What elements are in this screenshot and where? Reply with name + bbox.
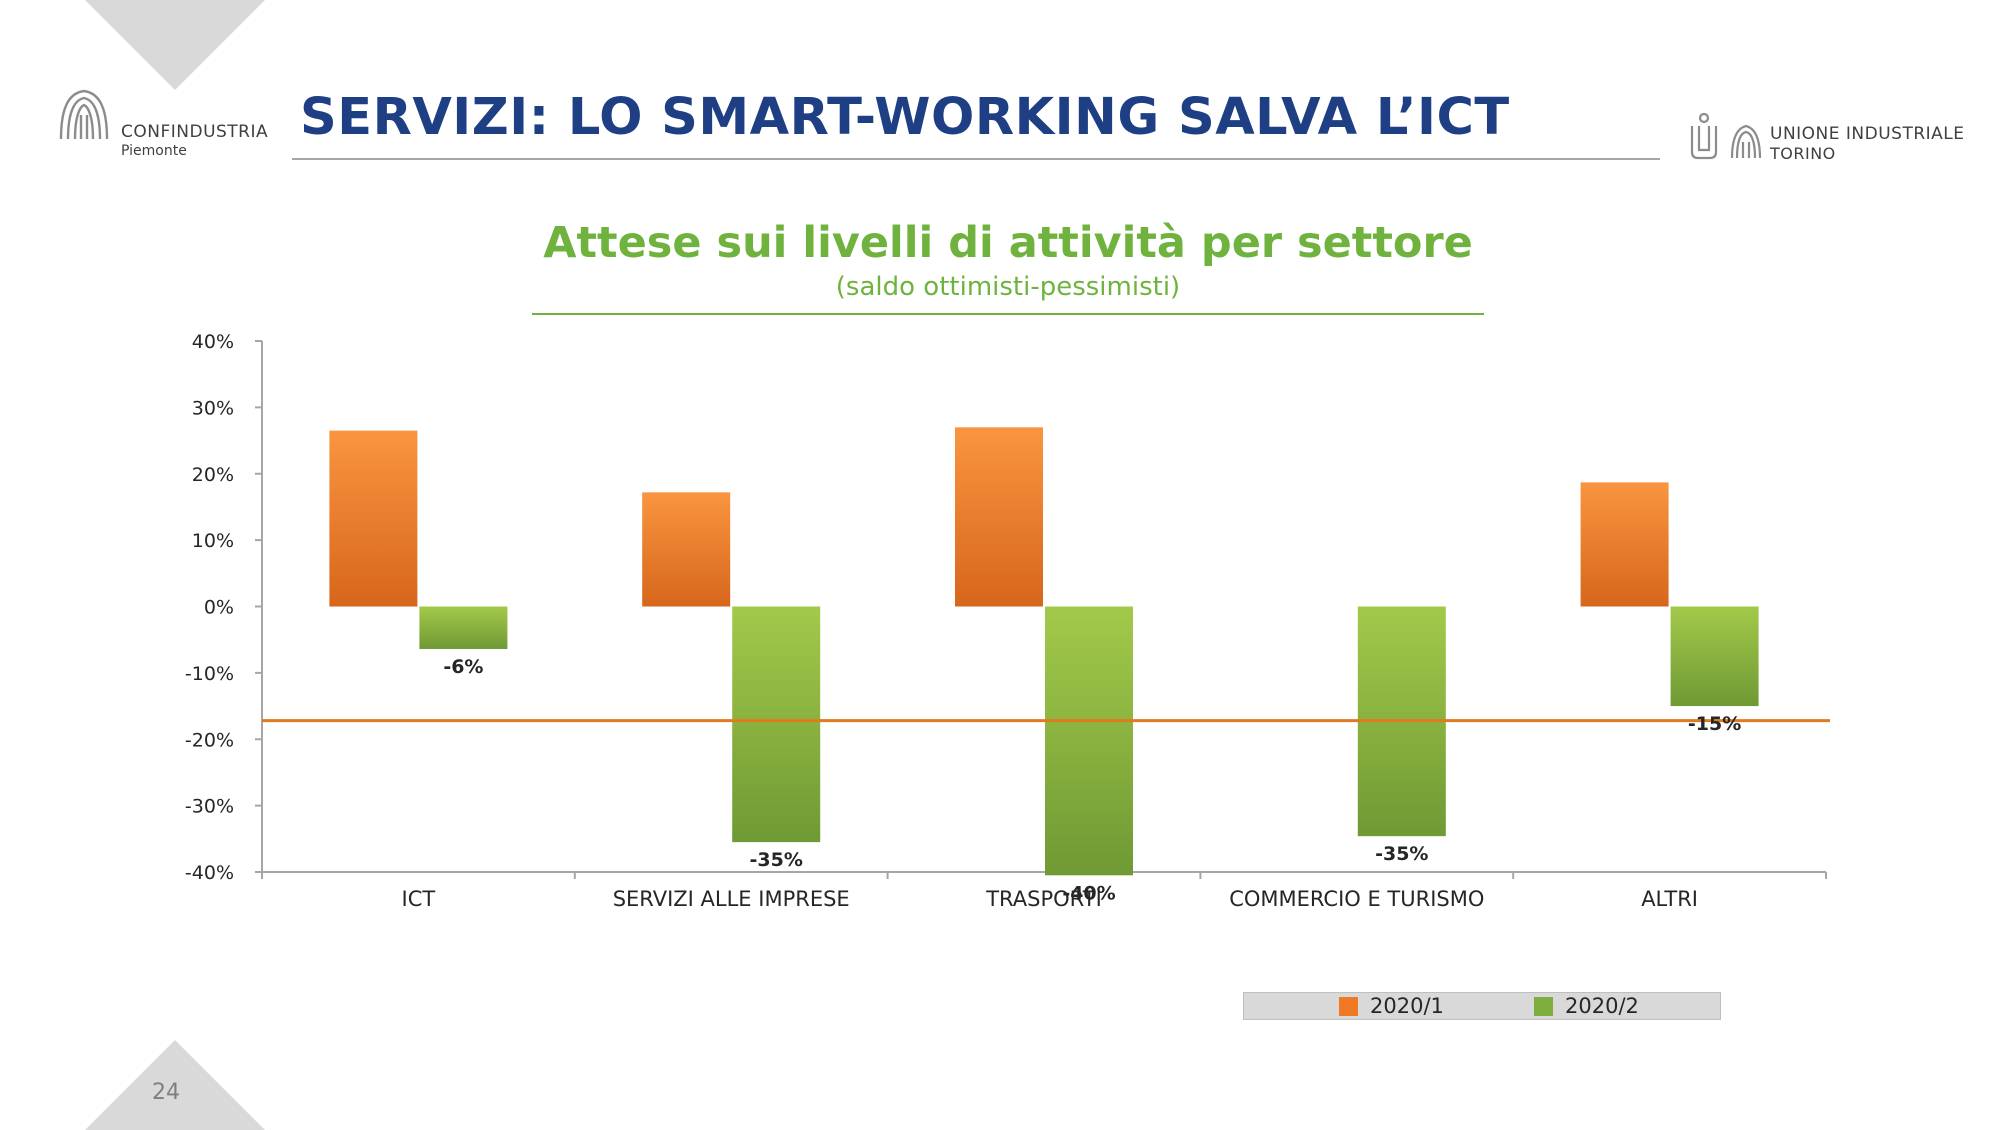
data-label: -35% (1375, 843, 1428, 865)
y-tick-label: 10% (192, 530, 234, 552)
chart-title: Attese sui livelli di attività per setto… (543, 218, 1473, 268)
chart-subtitle: (saldo ottimisti-pessimisti) (835, 272, 1181, 302)
corner-triangle-top (85, 0, 265, 90)
bar-series-2 (732, 606, 821, 843)
bar-series-1 (329, 430, 418, 607)
x-category-label: COMMERCIO E TURISMO (1229, 887, 1484, 911)
confindustria-emblem-icon (59, 89, 109, 140)
y-tick-label: 40% (192, 331, 234, 353)
legend-label-series-2: 2020/2 (1565, 994, 1639, 1018)
data-label: -40% (1062, 882, 1115, 904)
y-tick-label: 20% (192, 464, 234, 486)
corner-triangle-bottom (85, 1040, 265, 1130)
legend-item-series-2: 2020/2 (1534, 993, 1639, 1019)
y-tick-label: -10% (185, 663, 234, 685)
unione-industriale-emblem-icon (1690, 112, 1762, 160)
title-divider (292, 158, 1660, 160)
legend-item-series-1: 2020/1 (1339, 993, 1444, 1019)
x-category-label: ICT (402, 887, 436, 911)
confindustria-logo: CONFINDUSTRIA Piemonte (55, 85, 285, 165)
confindustria-logo-name: CONFINDUSTRIA (121, 122, 269, 142)
y-tick-label: -30% (185, 796, 234, 818)
y-tick-label: 30% (192, 397, 234, 419)
page-title: SERVIZI: LO SMART-WORKING SALVA L’ICT (300, 88, 1510, 147)
page-number: 24 (152, 1080, 180, 1105)
bar-series-2 (419, 606, 508, 649)
legend: 2020/1 2020/2 (1243, 992, 1721, 1020)
y-tick-label: 0% (204, 597, 234, 619)
y-tick-label: -40% (185, 862, 234, 884)
x-category-label: TRASPORTI (985, 887, 1102, 911)
x-category-label: SERVIZI ALLE IMPRESE (613, 887, 850, 911)
data-label: -6% (443, 656, 483, 678)
chart-title-divider (532, 313, 1484, 315)
unione-industriale-logo: UNIONE INDUSTRIALE TORINO (1688, 112, 1968, 168)
legend-label-series-1: 2020/1 (1370, 994, 1444, 1018)
legend-swatch-series-2 (1534, 996, 1553, 1016)
confindustria-logo-sub: Piemonte (121, 143, 187, 159)
data-label: -35% (750, 849, 803, 871)
bar-series-2 (1045, 606, 1133, 876)
legend-swatch-series-1 (1339, 996, 1358, 1016)
y-tick-label: -20% (185, 729, 234, 751)
unione-logo-line1: UNIONE INDUSTRIALE (1770, 124, 1965, 144)
data-label: -15% (1688, 713, 1741, 735)
bar-series-1 (1580, 482, 1669, 607)
bar-series-1 (642, 492, 731, 607)
bar-series-2 (1670, 606, 1759, 707)
x-category-label: ALTRI (1641, 887, 1698, 911)
unione-logo-line2: TORINO (1770, 144, 1836, 163)
bar-series-1 (955, 427, 1043, 607)
